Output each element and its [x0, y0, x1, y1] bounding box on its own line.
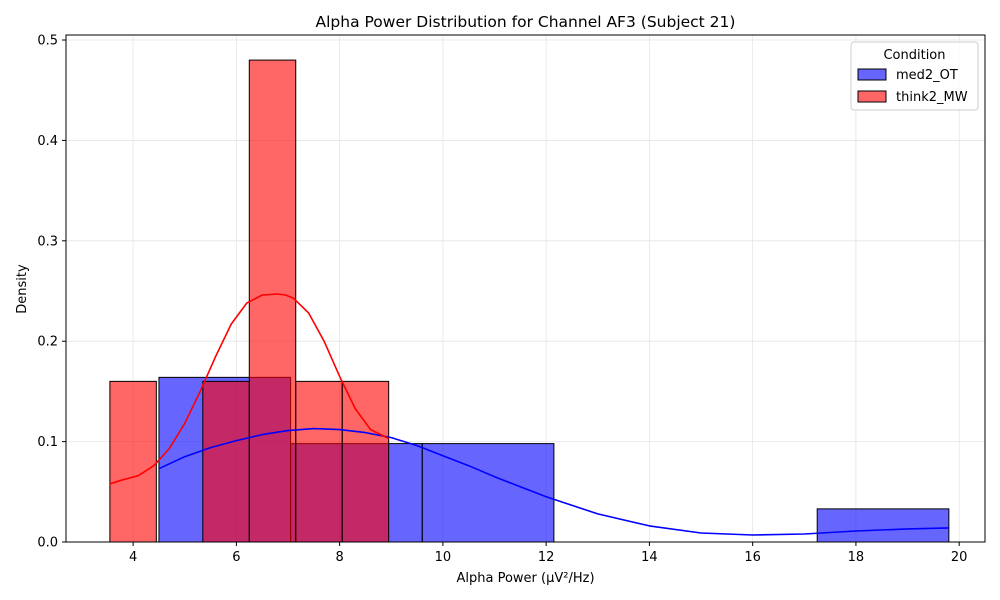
x-tick-label: 4 [129, 550, 137, 565]
y-tick-label: 0.0 [37, 536, 58, 551]
bar-think2-mw [109, 380, 157, 543]
x-tick-label: 10 [435, 550, 452, 565]
y-tick-label: 0.4 [37, 134, 58, 149]
x-axis-label: Alpha Power (µV²/Hz) [456, 571, 594, 586]
kde-line-med2-ot [158, 427, 949, 536]
chart-title: Alpha Power Distribution for Channel AF3… [316, 13, 736, 31]
legend-swatch-med2-ot [857, 68, 887, 81]
bar-think2-mw [341, 380, 390, 543]
bar-think2-mw [295, 380, 343, 543]
y-axis: 0.0 0.1 0.2 0.3 0.4 0.5 [37, 34, 66, 551]
y-tick-label: 0.2 [37, 335, 58, 350]
x-tick-label: 20 [951, 550, 968, 565]
bar-think2-mw [202, 380, 250, 543]
y-tick-label: 0.3 [37, 234, 58, 249]
bar-med2-ot [816, 508, 950, 543]
bars [109, 59, 950, 543]
bar-med2-ot [421, 443, 555, 543]
x-tick-label: 12 [538, 550, 555, 565]
kde-curves [109, 293, 949, 536]
x-axis: 4 6 8 10 12 14 16 18 20 [129, 542, 967, 565]
legend-label-think2-mw: think2_MW [896, 90, 968, 105]
legend-label-med2-ot: med2_OT [896, 68, 958, 83]
y-tick-label: 0.5 [37, 34, 58, 49]
x-tick-label: 6 [232, 550, 240, 565]
y-tick-label: 0.1 [37, 435, 58, 450]
legend-swatch-think2-mw [857, 90, 887, 103]
x-tick-label: 8 [335, 550, 343, 565]
bar-think2-mw [248, 59, 297, 543]
legend: Condition med2_OT think2_MW [850, 41, 979, 111]
legend-title: Condition [883, 48, 945, 63]
plot-frame [65, 34, 986, 543]
x-tick-label: 18 [848, 550, 865, 565]
x-tick-label: 14 [641, 550, 658, 565]
x-tick-label: 16 [744, 550, 761, 565]
y-axis-label: Density [15, 264, 30, 314]
kde-line-think2-mw [109, 293, 390, 485]
